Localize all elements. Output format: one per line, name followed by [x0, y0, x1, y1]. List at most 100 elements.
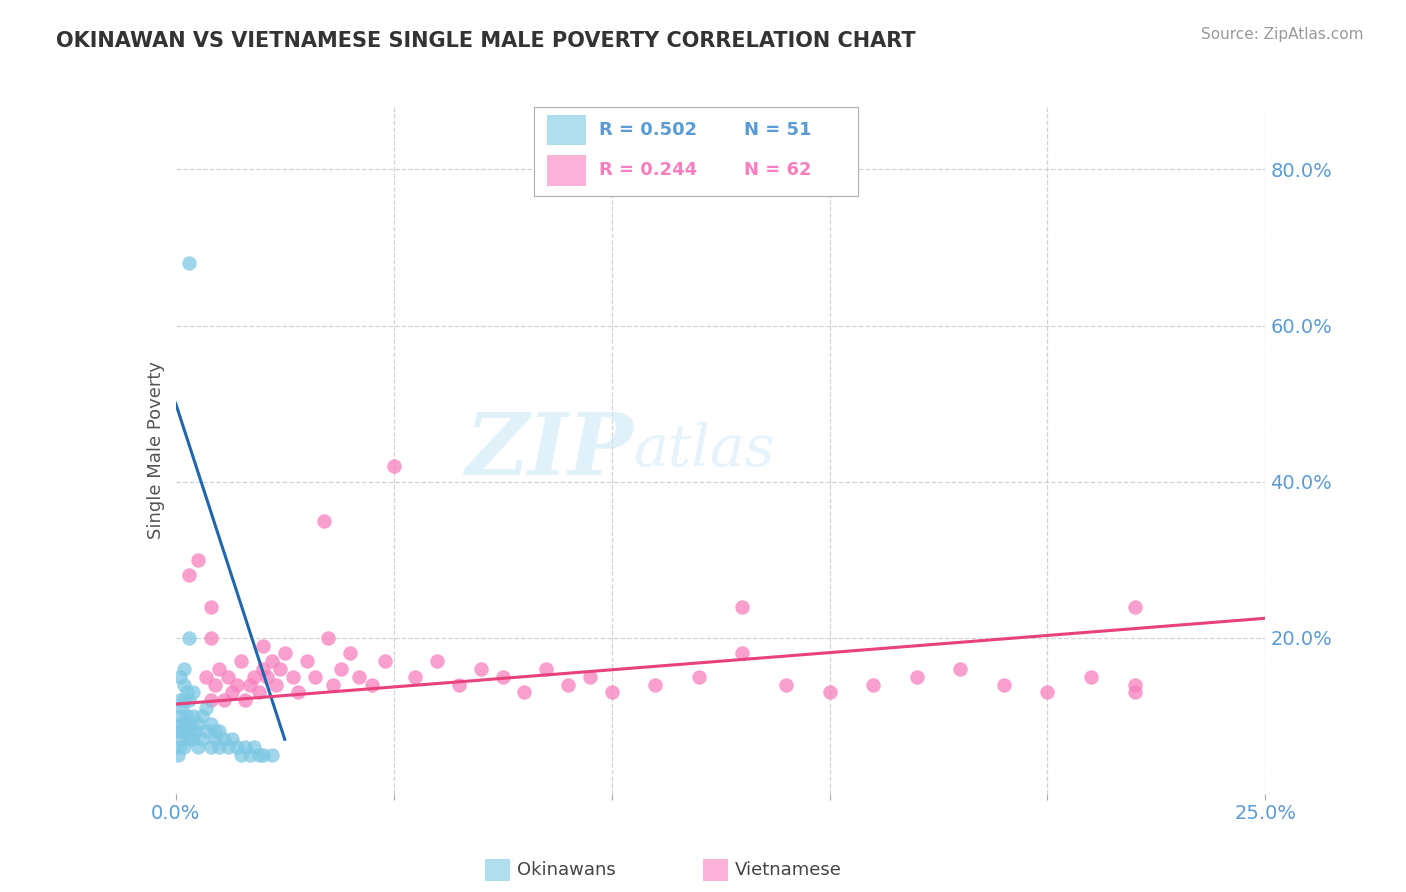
Point: [260, 747, 283, 762]
Point: [252, 639, 274, 653]
Point: [200, 693, 222, 707]
Point: [513, 685, 536, 699]
Point: [177, 631, 200, 645]
Point: [731, 599, 754, 614]
Point: [173, 693, 195, 707]
Point: [235, 693, 257, 707]
Point: [993, 678, 1015, 692]
Point: [217, 740, 239, 755]
Point: [862, 678, 884, 692]
Point: [731, 646, 754, 660]
Point: [256, 670, 278, 684]
Point: [374, 654, 396, 668]
Point: [167, 724, 190, 739]
Point: [1080, 670, 1102, 684]
Point: [212, 693, 235, 707]
Point: [173, 740, 195, 755]
Point: [200, 599, 222, 614]
Point: [204, 732, 226, 747]
Point: [200, 716, 222, 731]
Point: [818, 685, 841, 699]
Point: [208, 740, 231, 755]
Bar: [547, 155, 586, 186]
Point: [169, 693, 191, 707]
Text: N = 62: N = 62: [745, 161, 813, 179]
Text: Okinawans: Okinawans: [517, 861, 616, 879]
Point: [470, 662, 492, 676]
Point: [225, 678, 247, 692]
Point: [167, 747, 190, 762]
Text: ZIP: ZIP: [465, 409, 633, 492]
Point: [200, 631, 222, 645]
Bar: [547, 115, 586, 145]
Point: [1123, 599, 1146, 614]
Point: [426, 654, 449, 668]
Point: [195, 670, 218, 684]
Text: R = 0.244: R = 0.244: [599, 161, 697, 179]
Point: [347, 670, 370, 684]
Point: [318, 631, 340, 645]
Point: [177, 693, 200, 707]
Point: [177, 568, 200, 582]
Point: [360, 678, 382, 692]
Point: [173, 678, 195, 692]
Point: [949, 662, 972, 676]
Point: [177, 732, 200, 747]
Point: [534, 662, 557, 676]
Point: [644, 678, 666, 692]
Text: R = 0.502: R = 0.502: [599, 121, 697, 139]
Point: [243, 740, 266, 755]
Point: [264, 678, 287, 692]
Point: [170, 716, 193, 731]
Text: Source: ZipAtlas.com: Source: ZipAtlas.com: [1201, 27, 1364, 42]
Point: [775, 678, 797, 692]
Point: [225, 740, 247, 755]
Point: [322, 678, 344, 692]
Point: [231, 654, 253, 668]
Point: [204, 678, 226, 692]
Point: [905, 670, 928, 684]
Point: [269, 662, 291, 676]
Point: [177, 256, 200, 270]
Point: [176, 708, 198, 723]
Point: [181, 685, 204, 699]
Point: [172, 724, 194, 739]
Point: [200, 740, 222, 755]
Point: [247, 685, 270, 699]
Point: [169, 670, 191, 684]
Point: [212, 732, 235, 747]
Point: [1123, 678, 1146, 692]
Point: [169, 708, 191, 723]
Point: [243, 670, 266, 684]
Point: [217, 670, 239, 684]
Point: [252, 662, 274, 676]
Point: [186, 716, 209, 731]
Point: [173, 716, 195, 731]
Text: atlas: atlas: [633, 422, 775, 479]
Point: [191, 708, 214, 723]
Point: [247, 747, 270, 762]
Point: [204, 724, 226, 739]
Y-axis label: Single Male Poverty: Single Male Poverty: [146, 361, 165, 540]
Point: [191, 732, 214, 747]
Point: [186, 740, 209, 755]
Point: [180, 724, 202, 739]
Point: [260, 654, 283, 668]
Point: [1123, 685, 1146, 699]
Point: [177, 716, 200, 731]
Point: [492, 670, 515, 684]
Point: [688, 670, 710, 684]
Point: [231, 747, 253, 762]
Point: [330, 662, 353, 676]
Point: [274, 646, 297, 660]
Point: [304, 670, 326, 684]
Point: [405, 670, 427, 684]
Point: [195, 724, 218, 739]
Point: [221, 732, 243, 747]
Point: [208, 662, 231, 676]
Point: [221, 685, 243, 699]
Point: [287, 685, 309, 699]
Point: [295, 654, 318, 668]
Point: [195, 701, 218, 715]
Point: [579, 670, 602, 684]
